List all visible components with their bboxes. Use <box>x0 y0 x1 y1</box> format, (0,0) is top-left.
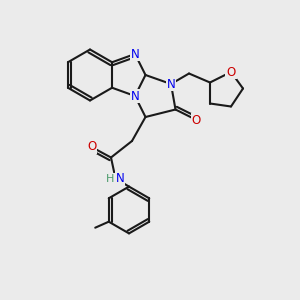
Text: N: N <box>116 172 124 185</box>
Text: O: O <box>87 140 96 154</box>
Text: O: O <box>192 113 201 127</box>
Text: N: N <box>130 47 140 61</box>
Text: N: N <box>167 77 176 91</box>
Text: N: N <box>130 89 140 103</box>
Text: O: O <box>226 65 236 79</box>
Text: H: H <box>106 173 114 184</box>
